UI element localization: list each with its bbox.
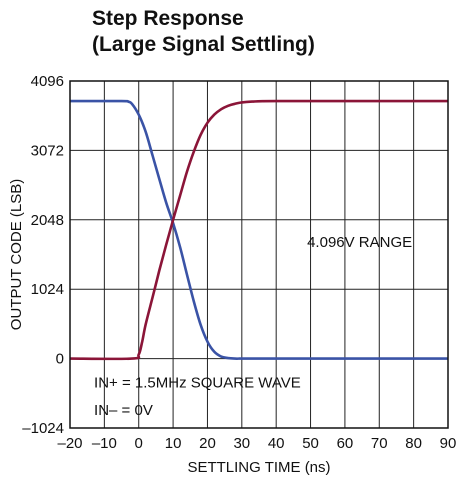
- x-tick-label: 30: [233, 435, 250, 452]
- annotation-label: IN+ = 1.5MHz SQUARE WAVE: [94, 374, 301, 391]
- series-line-2: [69, 99, 448, 361]
- plot-frame: [69, 80, 449, 429]
- y-tick-label: 3072: [31, 142, 64, 159]
- x-axis-label: SETTLING TIME (ns): [187, 459, 330, 476]
- y-tick-label: –1024: [22, 420, 64, 437]
- annotation-label: 4.096V RANGE: [307, 234, 412, 251]
- y-tick-label: 0: [56, 351, 64, 368]
- x-tick-label: 90: [440, 435, 457, 452]
- x-tick-label: 40: [268, 435, 285, 452]
- y-axis-label: OUTPUT CODE (LSB): [8, 179, 25, 330]
- x-tick-label: –10: [92, 435, 117, 452]
- y-tick-labels: –1024 0 1024 2048 3072 4096: [22, 73, 64, 437]
- y-tick-label: 2048: [31, 212, 64, 229]
- x-tick-labels: –20 –10 0 10 20 30 40 50 60 70 80 90: [57, 435, 456, 452]
- series-line-1: [69, 99, 448, 360]
- y-tick-label: 1024: [31, 281, 64, 298]
- annotations: 4.096V RANGE IN+ = 1.5MHz SQUARE WAVE IN– …: [94, 234, 412, 419]
- series-group: [69, 99, 448, 361]
- x-tick-label: 10: [165, 435, 182, 452]
- y-tick-label: 4096: [31, 73, 64, 90]
- x-tick-label: 60: [337, 435, 354, 452]
- x-tick-label: 80: [405, 435, 422, 452]
- chart-title-line-2: (Large Signal Settling): [92, 33, 315, 56]
- chart-title: Step Response (Large Signal Settling): [92, 6, 315, 58]
- x-tick-label: 50: [302, 435, 319, 452]
- x-tick-label: 0: [135, 435, 143, 452]
- chart-title-line-1: Step Response: [92, 7, 244, 30]
- x-tick-label: 20: [199, 435, 216, 452]
- annotation-label: IN– = 0V: [94, 402, 153, 419]
- x-tick-label: 70: [371, 435, 388, 452]
- x-tick-label: –20: [57, 435, 82, 452]
